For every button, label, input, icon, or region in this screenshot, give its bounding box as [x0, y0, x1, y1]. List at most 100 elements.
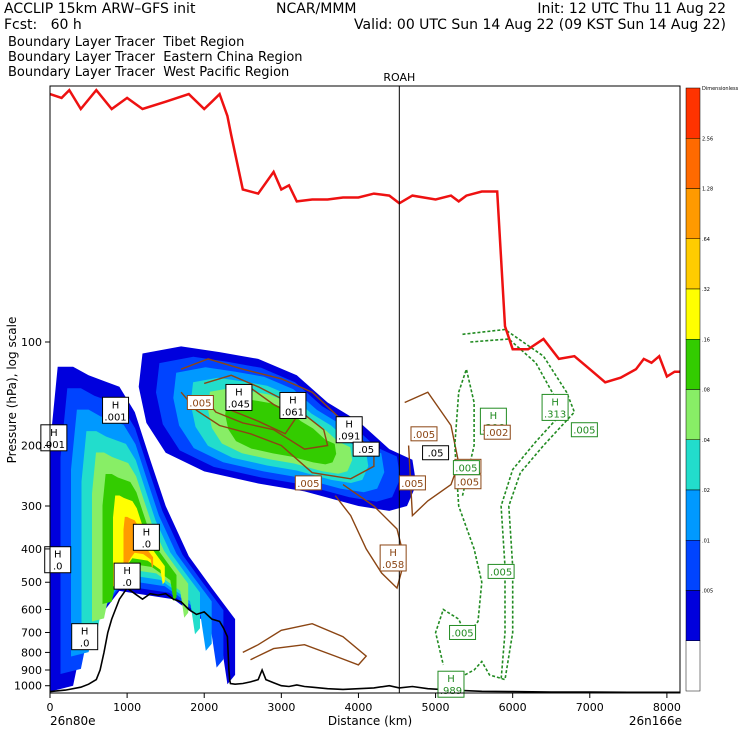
label-text: .005: [457, 478, 479, 489]
x-tick-label: 5000: [422, 701, 450, 714]
label-text: H: [143, 527, 151, 538]
profile-lines: [50, 86, 680, 693]
x-tick-label: 0: [47, 701, 54, 714]
colorbar-label: .64: [702, 237, 710, 243]
contour-label: H.0: [44, 546, 72, 574]
header-center: NCAR/MMM: [276, 1, 357, 17]
header-title: ACCLIP 15km ARW–GFS init: [4, 1, 196, 17]
header-forecast: Fcst: 60 h: [4, 17, 82, 33]
contour-label: H.091: [335, 416, 363, 444]
x-axis-label: Distance (km): [328, 714, 412, 728]
header-init: Init: 12 UTC Thu 11 Aug 22: [537, 1, 726, 17]
label-box: [335, 416, 363, 444]
colorbar-label: .08: [702, 388, 710, 394]
label-box: [410, 426, 438, 442]
label-text: .045: [228, 399, 250, 410]
title-west-pacific: Boundary Layer Tracer West Pacific Regio…: [8, 65, 290, 80]
label-text: .005: [451, 628, 473, 639]
x-tick-label: 7000: [576, 701, 604, 714]
contour-label: H.001: [40, 424, 68, 452]
label-text: .005: [573, 426, 595, 437]
colorbar-label: .16: [702, 337, 710, 343]
axes: 0 1000 2000 3000 4000 5000 6000 7000 8000 100 200 3…: [14, 71, 681, 714]
label-text: .002: [486, 428, 508, 439]
label-box: [352, 441, 380, 457]
y-tick-label: 400: [21, 543, 42, 556]
label-text: .061: [282, 407, 304, 418]
label-text: .0: [80, 639, 90, 650]
colorbar-swatch: [685, 389, 701, 440]
label-text: H: [551, 397, 559, 408]
tropopause-line: [50, 88, 680, 384]
label-text: H: [50, 428, 58, 439]
y-tick-label: 200: [21, 439, 42, 452]
x-tick-label: 3000: [267, 701, 295, 714]
label-text: H: [447, 674, 455, 685]
contour-label: H.0: [113, 562, 141, 590]
label-text: H: [389, 548, 397, 559]
x-tick-label: 4000: [344, 701, 372, 714]
label-text: .005: [297, 479, 319, 490]
label-text: .001: [43, 440, 65, 451]
colorbar-swatch: [685, 540, 701, 591]
label-text: H: [81, 627, 89, 638]
label-text: H: [54, 550, 62, 561]
label-text: .0: [142, 539, 152, 550]
contour-label: H.045: [225, 383, 253, 411]
label-text: .989: [440, 686, 462, 697]
label-text: H: [490, 411, 498, 422]
contour-label: .05: [422, 445, 450, 461]
west-pacific-contour: [434, 366, 483, 666]
colorbar-swatch: [685, 87, 701, 139]
label-box: [483, 424, 511, 440]
label-box: [487, 563, 515, 579]
contour-label: H.061: [279, 391, 307, 419]
title-eastern-china: Boundary Layer Tracer Eastern China Regi…: [8, 50, 303, 65]
label-text: H: [123, 566, 131, 577]
west-pacific-contour: [458, 328, 576, 681]
label-box: [379, 544, 407, 572]
x-tick-label: 2000: [190, 701, 218, 714]
y-tick-label: 700: [21, 626, 42, 639]
label-text: H: [235, 387, 243, 398]
label-box: [102, 396, 130, 424]
label-box: [225, 383, 253, 411]
contour-label: H.058: [379, 544, 407, 572]
right-endpoint-label: 26n166e: [629, 714, 682, 728]
label-text: .091: [338, 432, 360, 443]
contour-label: H.313: [541, 393, 569, 421]
x-tick-label: 1000: [113, 701, 141, 714]
contour-label: .002: [483, 424, 511, 440]
x-tick-label: 8000: [653, 701, 681, 714]
label-box: [186, 395, 214, 411]
west-pacific-contour: [470, 338, 564, 680]
contour-label: .005: [449, 624, 477, 640]
colorbar-label: Dimensionless: [702, 86, 739, 92]
label-text: .005: [455, 464, 477, 475]
label-text: H: [112, 400, 120, 411]
colorbar: Dimensionless 2.56 1.28 .64 .32 .16 .08 .04 .02.…: [685, 86, 739, 692]
label-box: [452, 460, 480, 476]
contour-label: .005: [398, 475, 426, 491]
y-tick-label: 900: [21, 664, 42, 677]
colorbar-swatch: [685, 288, 701, 340]
contour-label: .005: [186, 395, 214, 411]
eastern-china-contour: [180, 358, 375, 480]
label-box: [132, 523, 160, 551]
colorbar-label: .32: [702, 287, 710, 293]
colorbar-swatch: [685, 138, 701, 189]
eastern-china-contour: [203, 374, 329, 450]
y-tick-label: 100: [21, 336, 42, 349]
label-box: [279, 391, 307, 419]
colorbar-label: .005: [702, 589, 713, 595]
colorbar-label: 2.56: [702, 136, 713, 142]
roah-marker-label: ROAH: [383, 71, 415, 84]
left-endpoint-label: 26n80e: [50, 714, 96, 728]
label-text: H: [289, 395, 297, 406]
label-text: .005: [401, 479, 423, 490]
colorbar-swatch: [685, 489, 701, 541]
label-text: .05: [428, 449, 444, 460]
label-text: .0: [53, 562, 63, 573]
colorbar-swatch: [685, 439, 701, 491]
